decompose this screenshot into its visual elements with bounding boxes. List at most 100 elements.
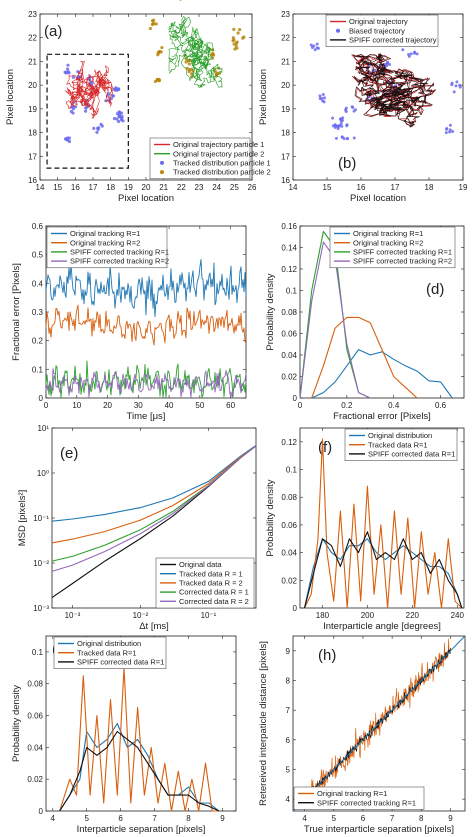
x-axis-label: Interparticle separation [pixels]: [77, 824, 206, 835]
legend-label: Original trajectory: [349, 17, 408, 26]
biased-point: [331, 116, 335, 120]
y-tick-label: 5: [286, 765, 291, 774]
tracked-cluster-p1: [119, 118, 124, 122]
tracked-cluster-p2: [232, 42, 236, 46]
y-tick-label: 0: [39, 807, 44, 816]
biased-point: [315, 42, 319, 46]
spiff-corrected-trajectory: [352, 53, 436, 128]
x-tick-label: 0.2: [341, 401, 353, 410]
y-tick-label: 0.08: [281, 308, 297, 317]
x-tick-label: 16: [357, 183, 366, 192]
tracked-cluster-p1: [99, 122, 103, 126]
panel-letter: (h): [318, 647, 336, 664]
x-tick-label: 50: [195, 401, 204, 410]
series-line-1: [59, 667, 219, 812]
biased-point: [407, 54, 411, 58]
series-line-3: [45, 368, 247, 398]
x-tick-label: 4: [51, 814, 56, 823]
y-tick-label: 0.04: [281, 351, 297, 360]
legend-label: Original tracking R=1: [353, 229, 423, 238]
x-axis-label: Interparticle angle [degrees]: [323, 621, 441, 632]
legend-label: Original data: [179, 560, 222, 569]
tracked-cluster-p2: [160, 45, 164, 50]
y-tick-label: 18: [281, 129, 290, 138]
biased-point: [316, 46, 320, 50]
panel-a: 14 15 16 17 18 19 20 21 22 23 24 25 26 16 17 18 19 20 21 22…: [5, 0, 271, 204]
x-axis-label: Δt [ms]: [139, 621, 169, 632]
tracked-cluster-p1: [120, 114, 124, 119]
panel-f: 180 200 220 240 0 0.02 0.04 0.06 0.08 0.1 0.12 Inte…: [265, 427, 465, 632]
y-axis-label: Probability density: [11, 685, 22, 762]
y-tick-label: 4: [286, 795, 291, 804]
x-axis-label: Fractional error [Pixels]: [333, 411, 431, 422]
panel-g: 4 5 6 7 8 9 0 0.02 0.04 0.06 0.08 0.1 Interparticle …: [11, 635, 237, 835]
x-axis-label: True interparticle separation [pixels]: [304, 824, 454, 835]
tracked-cluster-p1: [67, 139, 72, 144]
y-tick-label: 0.06: [281, 521, 297, 530]
y-tick-label: 6: [286, 736, 291, 745]
y-tick-label: 0.04: [27, 743, 43, 752]
legend-label: Original tracking R=1: [317, 789, 387, 798]
tracked-cluster-p2: [153, 79, 158, 84]
biased-point: [401, 48, 405, 52]
y-tick-label: 21: [281, 57, 290, 66]
y-axis-label: Retereived interpaticle distance [pixels…: [258, 641, 269, 806]
biased-point: [413, 50, 417, 54]
x-tick-label: 240: [451, 611, 465, 620]
x-tick-label: 200: [361, 611, 375, 620]
x-tick-label: 19: [459, 183, 468, 192]
dashed-box: [46, 53, 129, 169]
tracked-cluster-p1: [112, 116, 117, 121]
legend-label: SPIFF corrected tracking R=1: [317, 798, 416, 807]
biased-point: [415, 52, 419, 56]
x-tick-label: 24: [212, 183, 221, 192]
x-tick-label: 14: [289, 183, 298, 192]
biased-point: [321, 99, 325, 103]
tracked-cluster-p2: [241, 36, 245, 40]
x-tick-label: 4: [302, 814, 307, 823]
tracked-cluster-p2: [156, 50, 160, 55]
trajectory-particle-2: [168, 16, 223, 88]
series-line-0: [311, 349, 453, 399]
legend-box: [329, 226, 456, 269]
y-tick-label: 7: [286, 706, 291, 715]
legend-box: [53, 636, 167, 669]
y-tick-label: 10¹: [37, 424, 49, 433]
legend-label: Original distribution: [77, 639, 141, 648]
y-tick-label: 0.5: [32, 251, 44, 260]
x-tick-label: 15: [323, 183, 332, 192]
x-tick-label: 22: [177, 183, 186, 192]
x-tick-label: 6: [361, 814, 366, 823]
series-line-2: [51, 445, 257, 544]
y-tick-label: 0.06: [281, 330, 297, 339]
y-tick-label: 0.02: [281, 373, 297, 382]
tracked-cluster-p1: [117, 119, 121, 124]
biased-point: [342, 137, 346, 141]
tracked-cluster-p1: [83, 109, 88, 113]
biased-point: [448, 128, 452, 132]
x-tick-label: 10⁻¹: [201, 611, 217, 620]
legend-label: SPIFF corrected tracking R=2: [353, 257, 452, 266]
series-line-0: [303, 538, 463, 609]
tracked-cluster-p1: [95, 130, 99, 134]
x-tick-label: 15: [53, 183, 62, 192]
biased-point: [444, 131, 448, 135]
legend-marker: [336, 28, 340, 33]
legend-box: [293, 786, 425, 810]
biased-point: [388, 63, 392, 67]
biased-point: [448, 123, 452, 127]
y-tick-label: 16: [28, 176, 37, 185]
y-tick-label: 0.12: [281, 265, 297, 274]
legend-label: Original distribution: [368, 431, 432, 440]
biased-point: [455, 80, 459, 84]
y-tick-label: 19: [28, 105, 37, 114]
biased-point: [336, 127, 340, 131]
x-tick-label: 23: [195, 183, 204, 192]
y-tick-label: 0.08: [27, 680, 43, 689]
y-tick-label: 0: [293, 604, 298, 613]
y-tick-label: 0: [39, 394, 44, 403]
x-tick-label: 60: [226, 401, 235, 410]
biased-point: [340, 124, 344, 128]
biased-point: [336, 124, 340, 128]
